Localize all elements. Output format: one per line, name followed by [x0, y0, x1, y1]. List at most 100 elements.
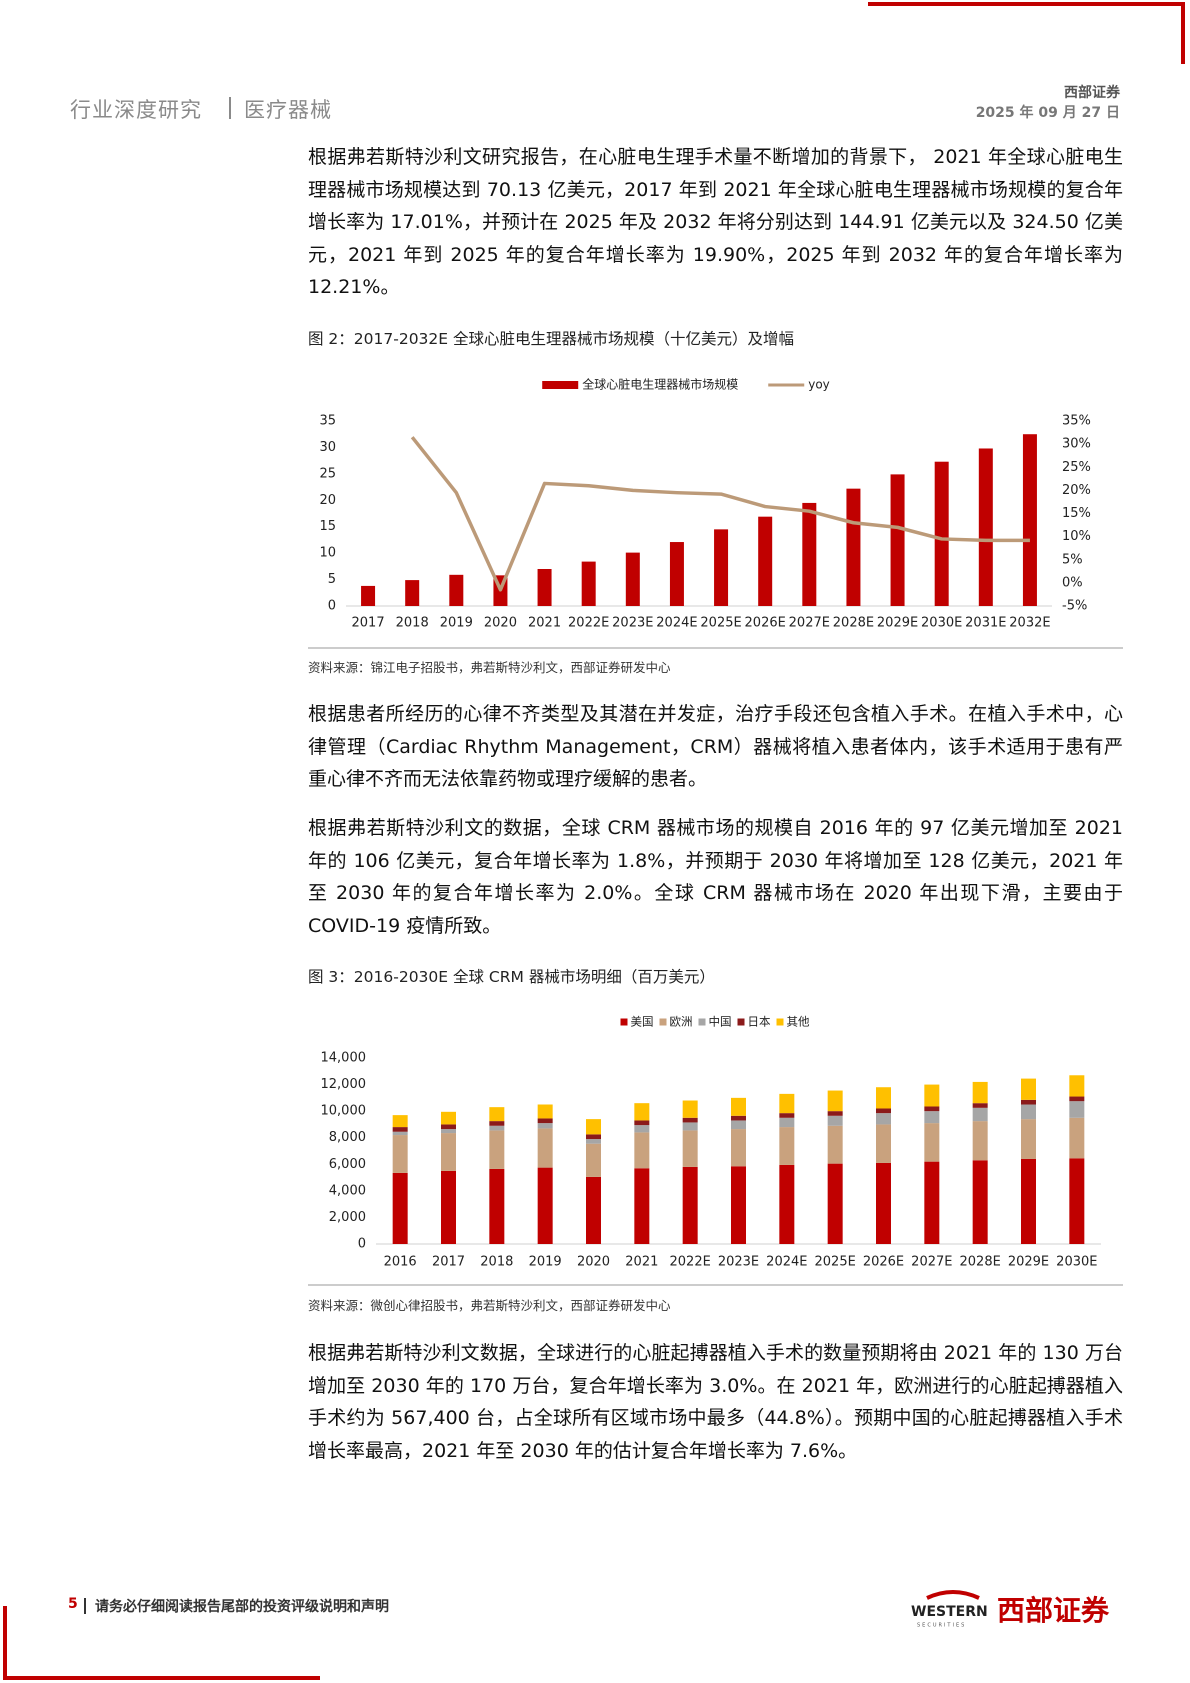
bar-segment [1021, 1158, 1036, 1244]
x-tick-label: 2019 [529, 1255, 562, 1270]
bar-segment [537, 1128, 553, 1168]
bar-segment [731, 1129, 746, 1167]
y-tick-label: 20 [319, 493, 336, 508]
bar [934, 461, 949, 606]
bar-segment [441, 1129, 456, 1134]
bar-segment [634, 1132, 650, 1169]
x-tick-label: 2032E [1009, 616, 1050, 631]
bar-segment [731, 1120, 746, 1130]
y-tick-label: 0 [358, 1237, 366, 1252]
corner-line-h [868, 2, 1185, 6]
bar-segment [1021, 1078, 1036, 1100]
bar-segment [779, 1164, 795, 1244]
bar-segment [392, 1172, 408, 1244]
line-series [410, 436, 1030, 592]
x-tick-label: 2025E [700, 616, 741, 631]
bar-segment [972, 1160, 988, 1244]
x-tick-label: 2017 [432, 1255, 465, 1270]
bar [846, 488, 861, 606]
bar-segment [441, 1170, 456, 1244]
x-tick-label: 2024E [766, 1255, 807, 1270]
figure-caption: 图 2：2017-2032E 全球心脏电生理器械市场规模（十亿美元）及增幅 [308, 330, 794, 348]
header-date: 2025 年 09 月 27 日 [975, 105, 1120, 121]
bar-segment [489, 1168, 505, 1244]
bar-segment [1069, 1101, 1085, 1118]
x-tick-label: 2030E [1056, 1255, 1097, 1270]
bar-segment [827, 1125, 843, 1164]
x-tick-label: 2030E [921, 616, 962, 631]
bar-segment [972, 1121, 988, 1161]
bar-segment [972, 1081, 988, 1104]
bar-segment [779, 1093, 795, 1114]
bar-segment [1069, 1158, 1085, 1244]
x-tick-label: 2018 [480, 1255, 513, 1270]
bar-segment [924, 1106, 940, 1112]
header-company: 西部证券 [1064, 85, 1120, 101]
logo-en: WESTERN [911, 1604, 988, 1620]
bar-segment [827, 1163, 843, 1244]
y2-tick-label: -5% [1062, 599, 1087, 614]
y2-tick-label: 20% [1062, 483, 1091, 498]
bar-segment [634, 1125, 650, 1133]
legend-swatch [698, 1018, 706, 1026]
header-section: 行业深度研究 [70, 98, 202, 122]
bar-segment [924, 1111, 940, 1124]
x-tick-label: 2027E [911, 1255, 952, 1270]
x-tick-label: 2020 [484, 616, 517, 631]
bar-segment [1021, 1104, 1036, 1120]
bar-segment [1069, 1117, 1085, 1159]
corner-line-v [3, 1606, 7, 1680]
x-tick-label: 2026E [745, 616, 786, 631]
bar-segment [779, 1117, 795, 1128]
y-tick-label: 35 [319, 414, 336, 429]
bar-segment [682, 1117, 698, 1123]
bar [1022, 434, 1037, 606]
bar-segment [537, 1104, 553, 1119]
bar-segment [1069, 1096, 1085, 1102]
y-tick-label: 14,000 [321, 1051, 367, 1066]
legend-label: 日本 [748, 1015, 771, 1029]
bar-segment [876, 1087, 891, 1109]
paragraph: 根据弗若斯特沙利文数据，全球进行的心脏起搏器植入手术的数量预期将由 2021 年… [308, 1342, 1123, 1462]
bar-segment [1021, 1119, 1036, 1159]
x-tick-label: 2023E [718, 1255, 759, 1270]
x-tick-label: 2028E [960, 1255, 1001, 1270]
legend-swatch [620, 1018, 628, 1026]
page-number: 5 [68, 1596, 78, 1612]
bar-segment [489, 1107, 505, 1122]
y-tick-label: 30 [319, 440, 336, 455]
footer-notice: 请务必仔细阅读报告尾部的投资评级说明和声明 [95, 1599, 389, 1615]
bar-segment [392, 1115, 408, 1128]
y-tick-label: 12,000 [321, 1077, 367, 1092]
bar [758, 516, 773, 606]
x-tick-label: 2027E [789, 616, 830, 631]
bar-segment [731, 1166, 746, 1244]
bar [537, 569, 552, 606]
legend-label: 全球心脏电生理器械市场规模 [582, 377, 738, 392]
bar-segment [586, 1119, 601, 1135]
paragraph: 根据弗若斯特沙利文研究报告，在心脏电生理手术量不断增加的背景下， 2021 年全… [308, 146, 1123, 298]
y-tick-label: 15 [319, 519, 336, 534]
bar-segment [441, 1111, 456, 1125]
bar-segment [586, 1139, 601, 1144]
y-tick-label: 4,000 [329, 1183, 366, 1198]
x-tick-label: 2029E [1008, 1255, 1049, 1270]
legend-swatch [659, 1018, 667, 1026]
legend-label: 欧洲 [670, 1015, 693, 1029]
bar [581, 561, 596, 606]
x-tick-label: 2018 [396, 616, 429, 631]
bar-segment [489, 1125, 505, 1131]
y2-tick-label: 10% [1062, 529, 1091, 544]
x-tick-label: 2016 [384, 1255, 417, 1270]
bar-segment [392, 1127, 408, 1132]
bar-segment [876, 1162, 891, 1244]
footer-separator [84, 1598, 86, 1614]
bar-segment [1021, 1099, 1036, 1105]
bar-segment [682, 1122, 698, 1131]
logo-sub: SECURITIES [917, 1623, 966, 1629]
y-tick-label: 10 [319, 546, 336, 561]
x-tick-label: 2024E [656, 616, 697, 631]
bar-segment [779, 1113, 795, 1118]
bar-segment [972, 1103, 988, 1108]
